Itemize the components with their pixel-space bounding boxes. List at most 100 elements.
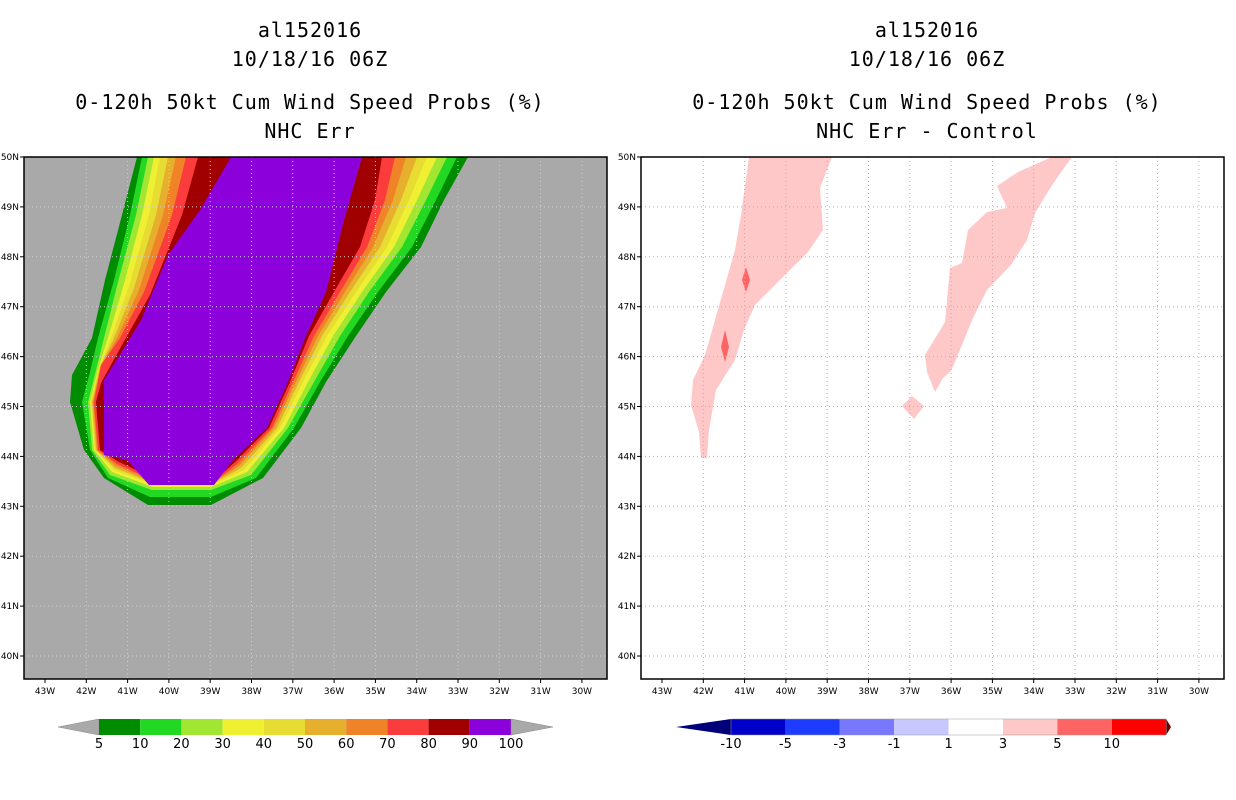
right-map-background bbox=[641, 157, 1224, 679]
lat-tick-label: 42N bbox=[618, 552, 636, 562]
lat-tick-label: 47N bbox=[618, 303, 636, 313]
colorbar-left-end bbox=[57, 718, 100, 736]
lat-tick-label: 43N bbox=[618, 502, 636, 512]
lon-tick-label: 34W bbox=[1024, 687, 1044, 697]
colorbar-right-end bbox=[1166, 719, 1171, 735]
left-title: al152016 10/18/16 06Z 0-120h 50kt Cum Wi… bbox=[10, 16, 610, 146]
colorbar-label: -10 bbox=[720, 737, 741, 752]
diff-contour-spot bbox=[902, 396, 924, 419]
lon-tick-label: 33W bbox=[1065, 687, 1085, 697]
lat-tick-label: 40N bbox=[618, 652, 636, 662]
colorbar-label: 100 bbox=[499, 737, 524, 752]
left-title-line-4: NHC Err bbox=[264, 119, 356, 143]
right-title-line-4: NHC Err - Control bbox=[816, 119, 1038, 143]
left-title-line-1: al152016 bbox=[257, 18, 363, 42]
left-grid-lines bbox=[24, 157, 607, 679]
left-ticks: 43W 42W 41W 40W 39W 38W 37W 36W 35W 34W 33W 32W 31W 3… bbox=[1, 153, 592, 697]
colorbar-segment bbox=[839, 719, 895, 735]
colorbar-label: 5 bbox=[95, 737, 103, 752]
diff-contour-left-band bbox=[691, 157, 832, 458]
colorbar-label: 80 bbox=[420, 737, 437, 752]
colorbar-segment bbox=[387, 719, 429, 735]
lon-tick-label: 35W bbox=[982, 687, 1002, 697]
lon-tick-label: 43W bbox=[652, 687, 672, 697]
colorbar-label: 40 bbox=[256, 737, 273, 752]
colorbar-segment bbox=[1111, 719, 1167, 735]
colorbar-segment bbox=[222, 719, 264, 735]
left-title-line-3: 0-120h 50kt Cum Wind Speed Probs (%) bbox=[75, 90, 545, 114]
colorbar-label: 30 bbox=[214, 737, 231, 752]
left-title-line-2: 10/18/16 06Z bbox=[231, 47, 389, 71]
colorbar-segment bbox=[785, 719, 840, 735]
lat-tick-label: 50N bbox=[1, 153, 19, 163]
lat-tick-label: 49N bbox=[618, 203, 636, 213]
lon-tick-label: 38W bbox=[241, 687, 261, 697]
lon-tick-label: 42W bbox=[693, 687, 713, 697]
diff-contour-peak-2 bbox=[721, 330, 729, 362]
lon-tick-label: 33W bbox=[448, 687, 468, 697]
colorbar-segment bbox=[305, 719, 347, 735]
lon-tick-label: 35W bbox=[365, 687, 385, 697]
left-colorbar: 5 10 20 30 40 50 60 70 80 90 100 bbox=[57, 718, 554, 752]
right-title: al152016 10/18/16 06Z 0-120h 50kt Cum Wi… bbox=[627, 16, 1227, 146]
colorbar-label: 3 bbox=[999, 737, 1007, 752]
lon-tick-label: 43W bbox=[35, 687, 55, 697]
colorbar-outline bbox=[730, 718, 1167, 736]
lon-tick-label: 41W bbox=[117, 687, 137, 697]
lon-tick-label: 38W bbox=[858, 687, 878, 697]
lat-tick-label: 48N bbox=[1, 253, 19, 263]
lon-tick-label: 36W bbox=[324, 687, 344, 697]
colorbar-segment bbox=[731, 719, 786, 735]
right-map-frame bbox=[640, 156, 1225, 680]
colorbar-segment bbox=[428, 719, 470, 735]
right-title-line-1: al152016 bbox=[874, 18, 980, 42]
lon-tick-label: 30W bbox=[1189, 687, 1209, 697]
lat-tick-label: 40N bbox=[1, 652, 19, 662]
colorbar-label: 50 bbox=[297, 737, 314, 752]
lon-tick-label: 39W bbox=[817, 687, 837, 697]
lon-tick-label: 39W bbox=[200, 687, 220, 697]
lat-tick-label: 46N bbox=[1, 353, 19, 363]
colorbar-segment bbox=[181, 719, 223, 735]
lon-tick-label: 37W bbox=[283, 687, 303, 697]
colorbar-label: 20 bbox=[173, 737, 190, 752]
lon-tick-label: 32W bbox=[489, 687, 509, 697]
colorbar-label: -1 bbox=[888, 737, 901, 752]
lat-tick-label: 41N bbox=[1, 602, 19, 612]
lon-tick-label: 42W bbox=[76, 687, 96, 697]
lat-tick-label: 45N bbox=[1, 403, 19, 413]
colorbar-right-end bbox=[510, 718, 554, 736]
colorbar-label: 10 bbox=[132, 737, 149, 752]
lat-tick-label: 47N bbox=[1, 303, 19, 313]
colorbar-label: 90 bbox=[462, 737, 479, 752]
colorbar-label: 60 bbox=[338, 737, 355, 752]
lon-tick-label: 36W bbox=[941, 687, 961, 697]
colorbar-segment bbox=[1057, 719, 1112, 735]
colorbar-segment bbox=[1003, 719, 1058, 735]
lon-tick-label: 32W bbox=[1106, 687, 1126, 697]
right-title-line-2: 10/18/16 06Z bbox=[848, 47, 1006, 71]
lat-tick-label: 45N bbox=[618, 403, 636, 413]
right-colorbar: -10 -5 -3 -1 1 3 5 10 bbox=[676, 718, 1171, 752]
right-difference-contours bbox=[691, 157, 1072, 458]
lon-tick-label: 40W bbox=[159, 687, 179, 697]
lon-tick-label: 34W bbox=[407, 687, 427, 697]
lat-tick-label: 49N bbox=[1, 203, 19, 213]
lat-tick-label: 48N bbox=[618, 253, 636, 263]
colorbar-segment bbox=[346, 719, 388, 735]
lon-tick-label: 40W bbox=[776, 687, 796, 697]
left-map-frame bbox=[23, 156, 608, 680]
lon-tick-label: 37W bbox=[900, 687, 920, 697]
colorbar-segment bbox=[894, 719, 949, 735]
lat-tick-label: 44N bbox=[618, 452, 636, 462]
colorbar-segment bbox=[263, 719, 305, 735]
lon-tick-label: 31W bbox=[530, 687, 550, 697]
colorbar-label: -5 bbox=[779, 737, 792, 752]
diff-contour-right-band bbox=[925, 157, 1072, 392]
colorbar-label: 10 bbox=[1104, 737, 1121, 752]
lon-tick-label: 31W bbox=[1147, 687, 1167, 697]
colorbar-label: 70 bbox=[379, 737, 396, 752]
lat-tick-label: 42N bbox=[1, 552, 19, 562]
colorbar-label: 5 bbox=[1053, 737, 1061, 752]
